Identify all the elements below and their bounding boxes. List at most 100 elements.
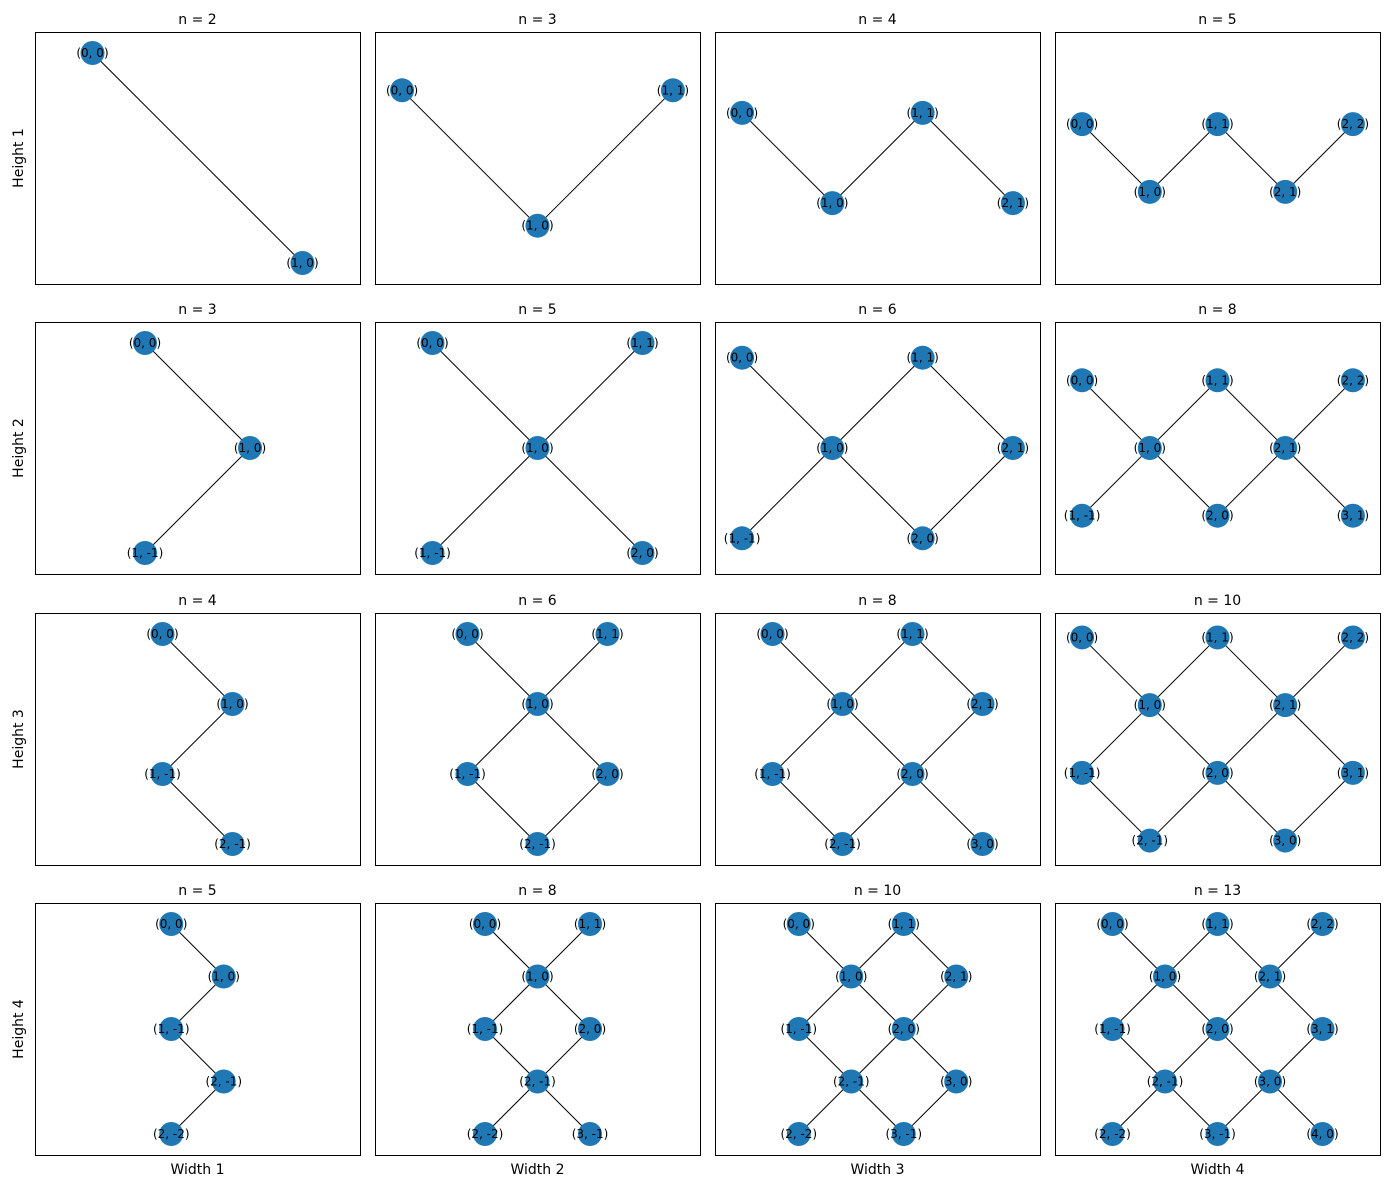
- graph-edge: [1081, 704, 1151, 774]
- graph-edge: [912, 633, 983, 705]
- graph-edge: [1217, 637, 1286, 706]
- node-label: (0, 0): [1066, 630, 1098, 644]
- node-label: (1, 0): [1149, 970, 1181, 984]
- graph-edge: [922, 357, 1014, 449]
- graph-edge: [741, 447, 833, 539]
- graph-node: [1340, 112, 1365, 137]
- panel-title: n = 8: [1198, 302, 1236, 318]
- node-label: (0, 0): [469, 917, 501, 931]
- graph-edge: [1269, 1028, 1323, 1082]
- node-label: (2, -1): [519, 1075, 556, 1089]
- graph-node: [760, 622, 785, 646]
- panel-frame: [715, 32, 1041, 285]
- graph-node: [970, 692, 995, 716]
- graph-node: [910, 100, 935, 125]
- graph-edge: [1112, 1081, 1166, 1135]
- graph-node: [525, 1069, 550, 1094]
- panel: n = 3 (0, 0) (1, 0) (1, 1): [375, 12, 701, 285]
- graph-node: [455, 622, 480, 646]
- node-label: (0, 0): [155, 917, 187, 931]
- panel-frame: [1055, 32, 1381, 285]
- node-label: (1, 1): [1201, 373, 1233, 387]
- row-label: Height 2: [11, 418, 27, 478]
- graph-edge: [432, 447, 538, 554]
- graph-edge: [798, 923, 852, 977]
- panel: n = 8 (0, 0) (1, 1) (1, 0) (2, 1) (1, -1) (2, …: [715, 593, 1041, 866]
- node-label: (1, -1): [144, 767, 181, 781]
- graph-node: [910, 526, 935, 551]
- graph-edge: [1284, 379, 1354, 449]
- graph-edge: [1112, 976, 1166, 1030]
- node-label: (2, 0): [888, 1022, 920, 1036]
- graph-edge: [144, 342, 251, 449]
- graph-node: [1153, 964, 1177, 989]
- graph-node: [159, 1122, 184, 1146]
- node-label: (1, -1): [754, 767, 791, 781]
- panel-frame: [715, 322, 1041, 575]
- panel: n = 2 (0, 0) (1, 0): [35, 12, 361, 285]
- graph-edge: [170, 923, 225, 977]
- node-label: (1, 1): [907, 106, 939, 120]
- graph-edge: [1217, 704, 1286, 774]
- graph-node: [238, 436, 262, 460]
- graph-edge: [903, 923, 957, 977]
- graph-edge: [1112, 923, 1166, 977]
- graph-edge: [432, 342, 538, 449]
- graph-edge: [467, 773, 538, 845]
- graph-edge: [1081, 637, 1151, 706]
- panel-title: n = 8: [518, 883, 556, 899]
- graph-node: [133, 331, 157, 355]
- node-label: (2, -2): [153, 1127, 190, 1141]
- graph-node: [730, 526, 755, 551]
- graph-edge: [537, 773, 608, 845]
- panel-frame: [1055, 613, 1381, 866]
- panel-frame: [35, 613, 361, 866]
- node-label: (0, 0): [1096, 917, 1128, 931]
- graph-edge: [537, 923, 591, 977]
- node-label: (3, 0): [1254, 1075, 1286, 1089]
- row-label: Height 4: [11, 999, 27, 1059]
- node-label: (1, 0): [521, 970, 553, 984]
- graph-edge: [162, 703, 233, 775]
- node-label: (1, 1): [888, 917, 920, 931]
- graph-edge: [144, 447, 251, 554]
- graph-node: [1100, 1017, 1125, 1041]
- graph-edge: [903, 1028, 957, 1082]
- graph-node: [1205, 1017, 1230, 1041]
- graph-edge: [162, 773, 233, 845]
- panel-title: n = 4: [858, 12, 897, 28]
- node-label: (1, 0): [816, 441, 848, 455]
- graph-edge: [537, 1028, 591, 1082]
- node-label: (1, 1): [896, 627, 928, 641]
- graph-node: [473, 1122, 497, 1146]
- graph-node: [1310, 1017, 1335, 1041]
- node-label: (0, 0): [416, 336, 448, 350]
- node-label: (2, 0): [591, 767, 623, 781]
- graph-node: [1310, 912, 1335, 936]
- graph-edge: [922, 447, 1014, 539]
- panel-frame: [35, 322, 361, 575]
- node-label: (2, 0): [574, 1022, 606, 1036]
- graph-node: [839, 964, 864, 989]
- graph-edge: [484, 1081, 538, 1135]
- graph-node: [1205, 112, 1230, 137]
- graph-node: [1273, 828, 1298, 853]
- node-label: (1, 0): [521, 441, 553, 455]
- panel-frame: [375, 32, 701, 285]
- node-label: (1, 1): [907, 351, 939, 365]
- node-label: (1, 0): [286, 256, 318, 270]
- node-label: (1, 1): [626, 336, 658, 350]
- graph-edge: [772, 773, 843, 845]
- panel-title: n = 10: [854, 883, 901, 899]
- node-label: (1, -1): [724, 531, 761, 545]
- node-label: (2, 0): [626, 546, 658, 560]
- node-label: (2, -1): [214, 837, 251, 851]
- node-label: (2, 2): [1337, 630, 1369, 644]
- node-label: (1, -1): [127, 546, 164, 560]
- node-label: (2, -1): [833, 1075, 870, 1089]
- graph-edge: [1149, 772, 1218, 841]
- panel: n = 3 (0, 0) (1, 0) (1, -1): [35, 302, 361, 575]
- graph-edge: [842, 633, 913, 705]
- panel-frame: [1055, 903, 1381, 1156]
- graph-node: [1205, 368, 1230, 393]
